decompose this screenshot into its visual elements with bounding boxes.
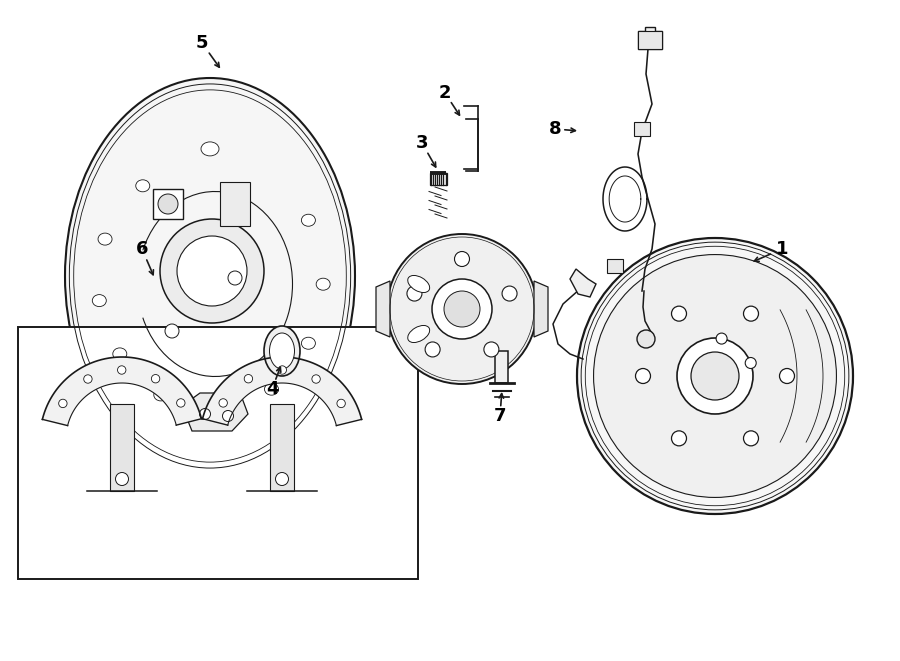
Text: 4: 4 [266, 380, 278, 398]
Circle shape [745, 358, 756, 368]
Circle shape [275, 473, 289, 485]
Bar [634, 122, 650, 136]
Circle shape [158, 194, 178, 214]
Ellipse shape [212, 401, 225, 413]
Circle shape [743, 431, 759, 446]
Circle shape [160, 219, 264, 323]
Polygon shape [270, 404, 294, 491]
Text: 3: 3 [416, 134, 428, 152]
Text: 2: 2 [439, 84, 451, 102]
Ellipse shape [408, 276, 429, 293]
Circle shape [594, 254, 836, 498]
Text: 1: 1 [776, 240, 788, 258]
Polygon shape [570, 269, 596, 297]
Circle shape [779, 368, 795, 383]
Circle shape [484, 342, 499, 357]
Polygon shape [182, 393, 248, 431]
Text: 8: 8 [549, 120, 562, 138]
Ellipse shape [316, 278, 330, 290]
Ellipse shape [269, 333, 294, 369]
Bar [18, 327, 418, 579]
Circle shape [115, 473, 129, 485]
Circle shape [637, 330, 655, 348]
Ellipse shape [65, 78, 355, 474]
Polygon shape [534, 281, 548, 337]
Text: 6: 6 [136, 240, 149, 258]
Circle shape [177, 236, 247, 306]
Bar [153, 189, 183, 219]
Circle shape [716, 333, 727, 344]
Circle shape [118, 366, 126, 374]
Bar [220, 182, 250, 226]
Circle shape [337, 399, 346, 408]
Circle shape [671, 306, 687, 321]
Circle shape [387, 234, 537, 384]
Circle shape [176, 399, 185, 407]
Circle shape [312, 375, 320, 383]
Bar [429, 173, 446, 185]
Circle shape [671, 431, 687, 446]
Polygon shape [376, 281, 390, 337]
Ellipse shape [265, 383, 278, 395]
Circle shape [743, 306, 759, 321]
Circle shape [425, 342, 440, 357]
Circle shape [407, 286, 422, 301]
Ellipse shape [98, 233, 112, 245]
Circle shape [502, 286, 518, 301]
Circle shape [219, 399, 228, 407]
Ellipse shape [112, 348, 127, 360]
Circle shape [200, 408, 211, 420]
Circle shape [228, 271, 242, 285]
Text: 7: 7 [494, 407, 506, 425]
Polygon shape [110, 404, 134, 491]
Ellipse shape [408, 325, 429, 342]
Ellipse shape [302, 214, 315, 226]
Ellipse shape [302, 337, 315, 349]
Circle shape [244, 375, 253, 383]
Circle shape [278, 366, 286, 374]
Circle shape [432, 279, 492, 339]
Circle shape [691, 352, 739, 400]
Bar [496, 351, 508, 383]
Ellipse shape [154, 389, 167, 401]
Polygon shape [42, 357, 202, 426]
Ellipse shape [136, 180, 149, 192]
Circle shape [84, 375, 92, 383]
Circle shape [677, 338, 753, 414]
Circle shape [165, 324, 179, 338]
Circle shape [635, 368, 651, 383]
Circle shape [58, 399, 68, 408]
Ellipse shape [264, 326, 300, 376]
Circle shape [444, 291, 480, 327]
Bar [607, 259, 623, 273]
Circle shape [454, 251, 470, 266]
Polygon shape [202, 357, 362, 426]
Polygon shape [638, 27, 662, 49]
Circle shape [577, 238, 853, 514]
Circle shape [222, 410, 233, 422]
Ellipse shape [93, 295, 106, 307]
Polygon shape [638, 31, 662, 49]
Circle shape [151, 375, 160, 383]
Ellipse shape [201, 142, 219, 156]
Text: 5: 5 [196, 34, 208, 52]
